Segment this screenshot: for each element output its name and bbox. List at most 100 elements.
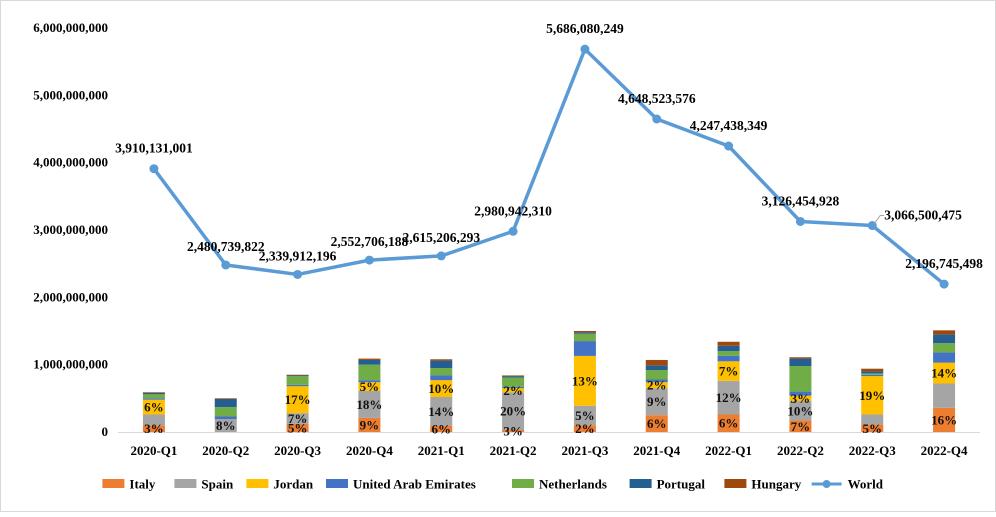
world-point: [293, 269, 303, 279]
bar-segment-portugal: [430, 360, 453, 369]
bar-segment-netherlands: [214, 407, 237, 417]
bar-segment-netherlands: [430, 368, 453, 376]
world-value-label: 4,648,523,576: [618, 91, 696, 106]
bar-segment-united-arab-emirates: [286, 384, 309, 387]
bar-segment-spain: [789, 401, 812, 421]
bar-segment-spain: [502, 392, 525, 430]
bar-segment-united-arab-emirates: [214, 416, 237, 420]
bar-segment-portugal: [933, 334, 956, 344]
world-value-label: 2,480,739,822: [187, 239, 265, 254]
percent-label: 2%: [575, 421, 595, 436]
legend-label-italy: Italy: [129, 477, 156, 492]
bar-segment-hungary: [933, 330, 956, 335]
bar-segment-jordan: [430, 380, 453, 397]
bar-segment-netherlands: [286, 376, 309, 385]
world-value-label: 3,066,500,475: [884, 208, 962, 223]
axes: 0 1,000,000,000 2,000,000,000 3,000,000,000…: [33, 20, 980, 458]
bar-segment-spain: [286, 413, 309, 424]
percent-labels: 3%6%8% 5%7%17%9%18%5%6%14%10%3%20%2%2%5%1…: [144, 364, 957, 439]
legend: Italy Spain Jordan United Arab Emirates Neth…: [102, 477, 884, 492]
bar-segment-italy: [717, 414, 740, 432]
bar-segment-portugal: [214, 399, 237, 408]
bar-segment-netherlands: [789, 366, 812, 392]
bar-segment-united-arab-emirates: [645, 379, 668, 383]
x-tick-label: 2022-Q1: [705, 443, 752, 458]
bar-segment-italy: [358, 417, 381, 432]
legend-marker-world: [822, 480, 831, 488]
bar-segment-united-arab-emirates: [573, 341, 596, 356]
world-point: [221, 260, 231, 270]
x-tick-label: 2020-Q1: [130, 443, 177, 458]
bar-segment-united-arab-emirates: [430, 375, 453, 381]
bar-segment-netherlands: [502, 377, 525, 387]
bar-segment-italy: [142, 425, 165, 432]
legend-swatch-portugal: [629, 479, 652, 488]
percent-label: 16%: [931, 412, 957, 427]
percent-label: 9%: [647, 394, 667, 409]
percent-label: 20%: [500, 404, 526, 419]
percent-label: 5%: [288, 420, 308, 435]
bar-segment-netherlands: [645, 370, 668, 380]
bar-segment-spain: [573, 405, 596, 426]
bar-segment-jordan: [789, 395, 812, 402]
y-tick-label: 1,000,000,000: [33, 357, 108, 372]
world-value-label: 2,196,745,498: [905, 256, 983, 271]
bar-segment-portugal: [286, 375, 309, 377]
bar-segment-hungary: [358, 358, 381, 360]
percent-label: 5%: [863, 421, 883, 436]
world-value-label: 5,686,080,249: [546, 21, 624, 36]
bar-segment-jordan: [573, 355, 596, 406]
world-point: [724, 141, 734, 151]
bar-segment-united-arab-emirates: [142, 398, 165, 400]
percent-label: 8%: [216, 418, 236, 433]
percent-label: 10%: [787, 403, 813, 418]
bar-segment-netherlands: [933, 343, 956, 353]
bar-segment-italy: [789, 420, 812, 432]
legend-swatch-jordan: [246, 479, 269, 488]
percent-label: 3%: [144, 421, 164, 436]
bar-segment-portugal: [358, 359, 381, 365]
percent-label: 13%: [572, 373, 598, 388]
bar-segment-portugal: [573, 332, 596, 334]
bar-segment-portugal: [717, 345, 740, 352]
bar-segment-spain: [933, 383, 956, 408]
legend-label-world: World: [848, 477, 884, 492]
legend-swatch-united-arab-emirates: [326, 479, 348, 488]
legend-label-jordan: Jordan: [273, 477, 314, 492]
bar-segment-spain: [430, 396, 453, 426]
bar-segment-hungary: [861, 368, 884, 372]
legend-label-spain: Spain: [201, 477, 234, 492]
bar-segment-hungary: [214, 398, 237, 400]
bar-segment-jordan: [142, 399, 165, 415]
percent-label: 12%: [716, 390, 742, 405]
bar-segment-hungary: [142, 392, 165, 393]
bar-segment-jordan: [645, 382, 668, 389]
y-tick-label: 6,000,000,000: [33, 20, 108, 35]
y-tick-label: 4,000,000,000: [33, 155, 108, 170]
bar-segment-italy: [645, 415, 668, 432]
world-line-path: [152, 47, 946, 286]
bar-segment-portugal: [861, 371, 884, 374]
bar-segment-italy: [573, 425, 596, 432]
bar-segment-spain: [717, 380, 740, 415]
legend-label-united-arab-emirates: United Arab Emirates: [353, 477, 476, 492]
bar-segment-netherlands: [358, 364, 381, 381]
x-tick-label: 2021-Q3: [561, 443, 608, 458]
x-tick-label: 2020-Q2: [202, 443, 249, 458]
world-value-label: 2,339,912,196: [259, 248, 337, 263]
percent-label: 6%: [719, 416, 739, 431]
percent-label: 14%: [428, 404, 454, 419]
bar-segment-netherlands: [717, 351, 740, 356]
bar-segment-italy: [933, 407, 956, 432]
percent-label: 6%: [432, 421, 452, 436]
bar-segment-hungary: [645, 359, 668, 366]
world-value-label: 3,910,131,001: [115, 141, 193, 156]
bar-segment-hungary: [789, 357, 812, 359]
x-tick-label: 2022-Q3: [849, 443, 896, 458]
bar-segment-netherlands: [142, 394, 165, 399]
percent-label: 3%: [503, 423, 523, 438]
bar-segment-united-arab-emirates: [358, 380, 381, 383]
legend-label-portugal: Portugal: [657, 477, 706, 492]
world-point: [149, 164, 159, 174]
world-point: [436, 251, 446, 261]
